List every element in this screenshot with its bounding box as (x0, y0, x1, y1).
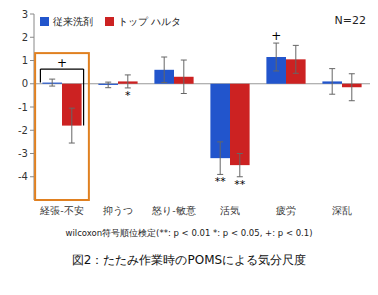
error-bar-cap (105, 82, 111, 83)
legend-label: トップ ハルタ (118, 16, 181, 27)
error-bar-cap (181, 60, 187, 61)
y-tick-label: 2 (22, 32, 28, 43)
error-bar-stem (276, 43, 277, 71)
error-bar-cap (329, 94, 335, 95)
y-tick-label: 1 (22, 55, 28, 66)
bracket-leg (83, 69, 84, 126)
y-tick (30, 37, 34, 38)
y-tick (30, 60, 34, 61)
error-bar-cap (349, 73, 355, 74)
legend-swatch (40, 17, 49, 26)
y-tick (30, 153, 34, 154)
chart-svg: -4-3-2-10123経張-不安抑うつ怒り-敏意活気疲労深乱+*****+N=… (0, 0, 378, 295)
error-bar-cap (217, 141, 223, 142)
error-bar-cap (273, 70, 279, 71)
highlight-box (35, 53, 89, 200)
error-bar-stem (183, 60, 184, 93)
annotation: N=22 (335, 14, 366, 27)
error-bar-stem (164, 57, 165, 83)
y-tick (30, 130, 34, 131)
error-bar-stem (239, 154, 240, 177)
y-tick-label: 3 (22, 9, 28, 20)
error-bar (125, 75, 131, 88)
zero-line (34, 83, 370, 84)
error-bar-stem (71, 108, 72, 143)
y-tick (30, 107, 34, 108)
error-bar-stem (52, 79, 53, 86)
error-bar-cap (105, 87, 111, 88)
error-bar (349, 74, 355, 101)
error-bar-cap (69, 143, 75, 144)
y-tick-label: -3 (18, 148, 28, 159)
y-tick (30, 83, 34, 84)
error-bar (49, 79, 55, 86)
significance-bracket (40, 69, 83, 126)
error-bar-stem (108, 82, 109, 88)
y-tick (30, 176, 34, 177)
y-tick (30, 14, 34, 15)
footnote: wilcoxon符号順位検定(**: p < 0.01 *: p < 0.05,… (65, 228, 312, 238)
error-bar (273, 43, 279, 71)
bar (230, 84, 250, 165)
error-bar-cap (293, 45, 299, 46)
error-bar-cap (49, 79, 55, 80)
significance-mark: * (125, 89, 131, 102)
error-bar (105, 82, 111, 88)
error-bar (161, 57, 167, 83)
error-bar-cap (161, 82, 167, 83)
y-tick-label: -2 (18, 125, 28, 136)
significance-mark: + (57, 56, 67, 70)
error-bar-cap (293, 73, 299, 74)
y-tick-label: 0 (22, 78, 28, 89)
x-tick-label: 怒り-敏意 (151, 205, 195, 216)
error-bar-stem (332, 69, 333, 95)
plot-marks (42, 43, 361, 177)
x-tick-label: 深乱 (332, 205, 352, 216)
error-bar (293, 45, 299, 73)
x-tick-label: 活気 (220, 205, 240, 216)
legend: 従来洗剤 トップ ハルタ (40, 16, 181, 27)
error-bar-stem (295, 45, 296, 73)
error-bar-cap (125, 74, 131, 75)
error-bar (217, 142, 223, 175)
y-tick-label: -4 (18, 171, 28, 182)
error-bar-cap (329, 68, 335, 69)
error-bar (69, 108, 75, 143)
error-bar-cap (69, 108, 75, 109)
title: 図2：たたみ作業時のPOMSによる気分尺度 (72, 253, 306, 267)
x-tick-label: 抑うつ (103, 205, 133, 216)
error-bar-cap (161, 57, 167, 58)
error-bar (181, 60, 187, 93)
bracket-leg (40, 69, 41, 82)
significance-mark: + (271, 29, 281, 43)
significance-mark: ** (234, 178, 246, 191)
error-bar-stem (220, 142, 221, 175)
error-bar (237, 154, 243, 177)
error-bar-cap (349, 100, 355, 101)
significance-mark: ** (215, 175, 227, 188)
error-bar-cap (49, 86, 55, 87)
error-bar-cap (181, 93, 187, 94)
legend-swatch (105, 17, 114, 26)
x-tick-label: 疲労 (276, 205, 296, 216)
error-bar-stem (127, 75, 128, 88)
error-bar (329, 69, 335, 95)
error-bar-cap (237, 153, 243, 154)
y-tick-label: -1 (18, 102, 28, 113)
legend-label: 従来洗剤 (53, 16, 93, 27)
chart-container: -4-3-2-10123経張-不安抑うつ怒り-敏意活気疲労深乱+*****+N=… (0, 0, 378, 295)
x-tick-label: 経張-不安 (39, 205, 83, 216)
error-bar-stem (351, 74, 352, 101)
